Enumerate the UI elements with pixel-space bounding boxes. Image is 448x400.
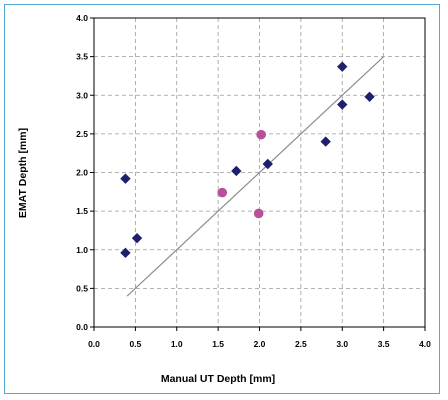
x-tick-label: 0.0 [88, 339, 100, 349]
x-tick-label: 3.0 [336, 339, 348, 349]
x-tick-label: 0.5 [129, 339, 141, 349]
x-tick-label: 2.0 [254, 339, 266, 349]
data-point-diamond [120, 173, 131, 184]
reference-line-group [126, 56, 385, 297]
data-point-diamond [120, 247, 131, 259]
y-tick-label: 1.0 [76, 245, 88, 255]
y-tick-label: 3.5 [76, 52, 88, 62]
x-tick-label: 3.5 [378, 339, 390, 349]
y-tick-label: 4.0 [76, 13, 88, 23]
data-point-diamond [231, 165, 242, 177]
scatter-chart: 0.0 0.5 1.0 1.5 2.0 2.5 3.0 3.5 4.0 0.0 0.5 1.0 1.5… [17, 13, 431, 385]
x-tick-label: 2.5 [295, 339, 307, 349]
x-tick-label: 4.0 [419, 339, 431, 349]
x-axis-title: Manual UT Depth [mm] [161, 373, 275, 385]
data-point-circle [217, 187, 228, 198]
x-tick-labels: 0.0 0.5 1.0 1.5 2.0 2.5 3.0 3.5 4.0 [88, 339, 431, 349]
y-axis-title: EMAT Depth [mm] [17, 128, 29, 218]
y-tick-label: 1.5 [76, 206, 88, 216]
y-tick-label: 3.0 [76, 90, 88, 100]
y-tick-label: 2.5 [76, 129, 88, 139]
data-point-circle [253, 208, 264, 219]
y-tick-label: 0.5 [76, 283, 88, 293]
data-point-diamond [131, 232, 143, 244]
data-point-diamond [337, 61, 348, 72]
data-point-circle [256, 129, 266, 140]
data-point-diamond [364, 91, 375, 102]
data-point-diamond [320, 136, 331, 147]
data-point-diamond [337, 99, 348, 110]
reference-line [126, 56, 385, 297]
plot-area [93, 17, 426, 328]
x-tick-label: 1.5 [212, 339, 224, 349]
y-tick-labels: 0.0 0.5 1.0 1.5 2.0 2.5 3.0 3.5 4.0 [76, 13, 88, 332]
x-tick-label: 1.0 [171, 339, 183, 349]
data-point-diamond [262, 158, 273, 170]
data-points [120, 61, 375, 259]
y-tick-label: 0.0 [76, 322, 88, 332]
y-tick-label: 2.0 [76, 168, 88, 178]
chart-frame: 0.0 0.5 1.0 1.5 2.0 2.5 3.0 3.5 4.0 0.0 0.5 1.0 1.5… [4, 4, 440, 394]
